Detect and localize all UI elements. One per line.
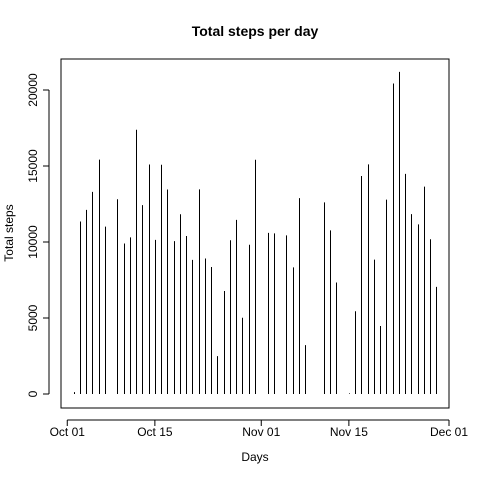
x-tick-label: Nov 01 <box>242 425 280 439</box>
y-tick-label: 0 <box>26 390 40 397</box>
chart-title: Total steps per day <box>192 23 319 39</box>
y-tick-label: 10000 <box>26 225 40 259</box>
plot-frame <box>60 58 450 409</box>
x-tick-label: Oct 01 <box>50 425 86 439</box>
y-tick-label: 5000 <box>26 304 40 331</box>
y-axis-label: Total steps <box>2 204 16 261</box>
x-tick-label: Nov 15 <box>330 425 368 439</box>
bar-series <box>74 71 437 394</box>
x-axis-label: Days <box>241 450 268 464</box>
y-axis: 0 5000 10000 15000 20000 <box>26 73 50 397</box>
x-axis: Oct 01 Oct 15 Nov 01 Nov 15 Dec 01 <box>50 419 468 439</box>
y-tick-label: 15000 <box>26 149 40 183</box>
y-tick-label: 20000 <box>26 73 40 107</box>
x-tick-label: Oct 15 <box>137 425 173 439</box>
x-tick-label: Dec 01 <box>430 425 468 439</box>
